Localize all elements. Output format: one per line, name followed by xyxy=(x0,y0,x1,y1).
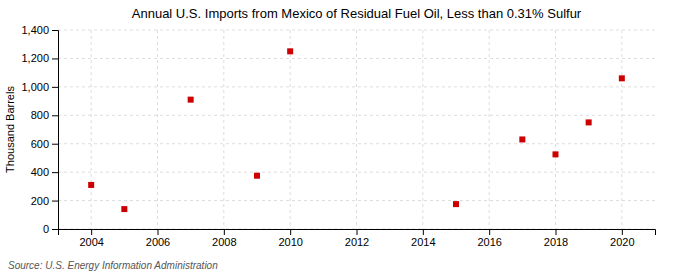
tick-label: 2008 xyxy=(212,236,236,248)
tick-mark xyxy=(52,172,58,173)
tick-label: 2014 xyxy=(411,236,435,248)
points xyxy=(88,48,625,212)
y-axis-label: Thousand Barrels xyxy=(4,86,16,173)
point xyxy=(553,151,559,157)
tick: 1,200 xyxy=(21,52,58,64)
tick-label: 400 xyxy=(31,166,49,178)
tick-mark xyxy=(52,30,58,31)
tick-mark xyxy=(489,229,490,235)
tick-label: 2018 xyxy=(544,236,568,248)
point xyxy=(188,97,194,103)
tick-mark xyxy=(158,229,159,235)
tick-mark xyxy=(52,58,58,59)
axis-line xyxy=(59,230,656,236)
point xyxy=(254,173,260,179)
grid-line xyxy=(422,30,423,229)
grid xyxy=(58,30,655,229)
tick-label: 800 xyxy=(31,109,49,121)
title: Annual U.S. Imports from Mexico of Resid… xyxy=(132,6,582,21)
tick-mark xyxy=(52,87,58,88)
tick: 2006 xyxy=(146,229,170,248)
tick-mark xyxy=(52,144,58,145)
grid-line xyxy=(489,30,490,229)
tick-mark xyxy=(91,229,92,235)
tick: 2008 xyxy=(212,229,236,248)
point xyxy=(586,119,592,125)
tick-label: 2004 xyxy=(79,236,103,248)
tick-mark xyxy=(423,229,424,235)
grid-line xyxy=(58,172,655,173)
tick-label: 2012 xyxy=(345,236,369,248)
tick-label: 200 xyxy=(31,195,49,207)
tick-label: 2010 xyxy=(278,236,302,248)
tick-label: 1,400 xyxy=(21,24,49,36)
tick-mark xyxy=(52,115,58,116)
tick: 2018 xyxy=(544,229,568,248)
tick: 2020 xyxy=(610,229,634,248)
tick-mark xyxy=(622,229,623,235)
tick-label: 2006 xyxy=(146,236,170,248)
tick: 1,000 xyxy=(21,81,58,93)
point xyxy=(287,48,293,54)
tick: 2014 xyxy=(411,229,435,248)
tick-mark xyxy=(556,229,557,235)
source-note: Source: U.S. Energy Information Administ… xyxy=(8,260,218,271)
tick: 2012 xyxy=(345,229,369,248)
grid-line xyxy=(555,30,556,229)
grid-line xyxy=(157,30,158,229)
x-axis: 2004 2006 2008 2010 2012 2014 2016 2018 2020 xyxy=(59,229,656,248)
tick-mark xyxy=(357,229,358,235)
grid-line xyxy=(290,30,291,229)
point xyxy=(88,182,94,188)
chart: 2004 2006 2008 2010 2012 2014 2016 2018 2020 0 200… xyxy=(0,0,675,275)
grid-line xyxy=(356,30,357,229)
point xyxy=(121,206,127,212)
tick: 400 xyxy=(31,166,58,178)
grid-line xyxy=(58,58,655,59)
tick-label: 0 xyxy=(43,223,49,235)
tick-mark xyxy=(52,229,58,230)
y-axis: 0 200 400 600 800 1,000 1,200 1,400 xyxy=(21,24,58,235)
tick: 2010 xyxy=(278,229,302,248)
tick-label: 1,200 xyxy=(21,52,49,64)
tick: 2004 xyxy=(79,229,103,248)
tick: 2016 xyxy=(477,229,501,248)
tick: 200 xyxy=(31,195,58,207)
plot: 2004 2006 2008 2010 2012 2014 2016 2018 2020 0 200… xyxy=(21,24,655,248)
grid-line xyxy=(91,30,92,229)
point xyxy=(519,136,525,142)
point xyxy=(453,201,459,207)
point xyxy=(619,75,625,81)
grid-line xyxy=(621,30,622,229)
axis-line xyxy=(52,31,59,230)
tick: 600 xyxy=(31,138,58,150)
tick: 800 xyxy=(31,109,58,121)
tick: 1,400 xyxy=(21,24,58,36)
tick-mark xyxy=(52,201,58,202)
tick-label: 2016 xyxy=(477,236,501,248)
tick-label: 2020 xyxy=(610,236,634,248)
tick: 0 xyxy=(43,223,58,235)
tick-mark xyxy=(290,229,291,235)
tick-mark xyxy=(224,229,225,235)
grid-line xyxy=(223,30,224,229)
tick-label: 600 xyxy=(31,138,49,150)
tick-label: 1,000 xyxy=(21,81,49,93)
